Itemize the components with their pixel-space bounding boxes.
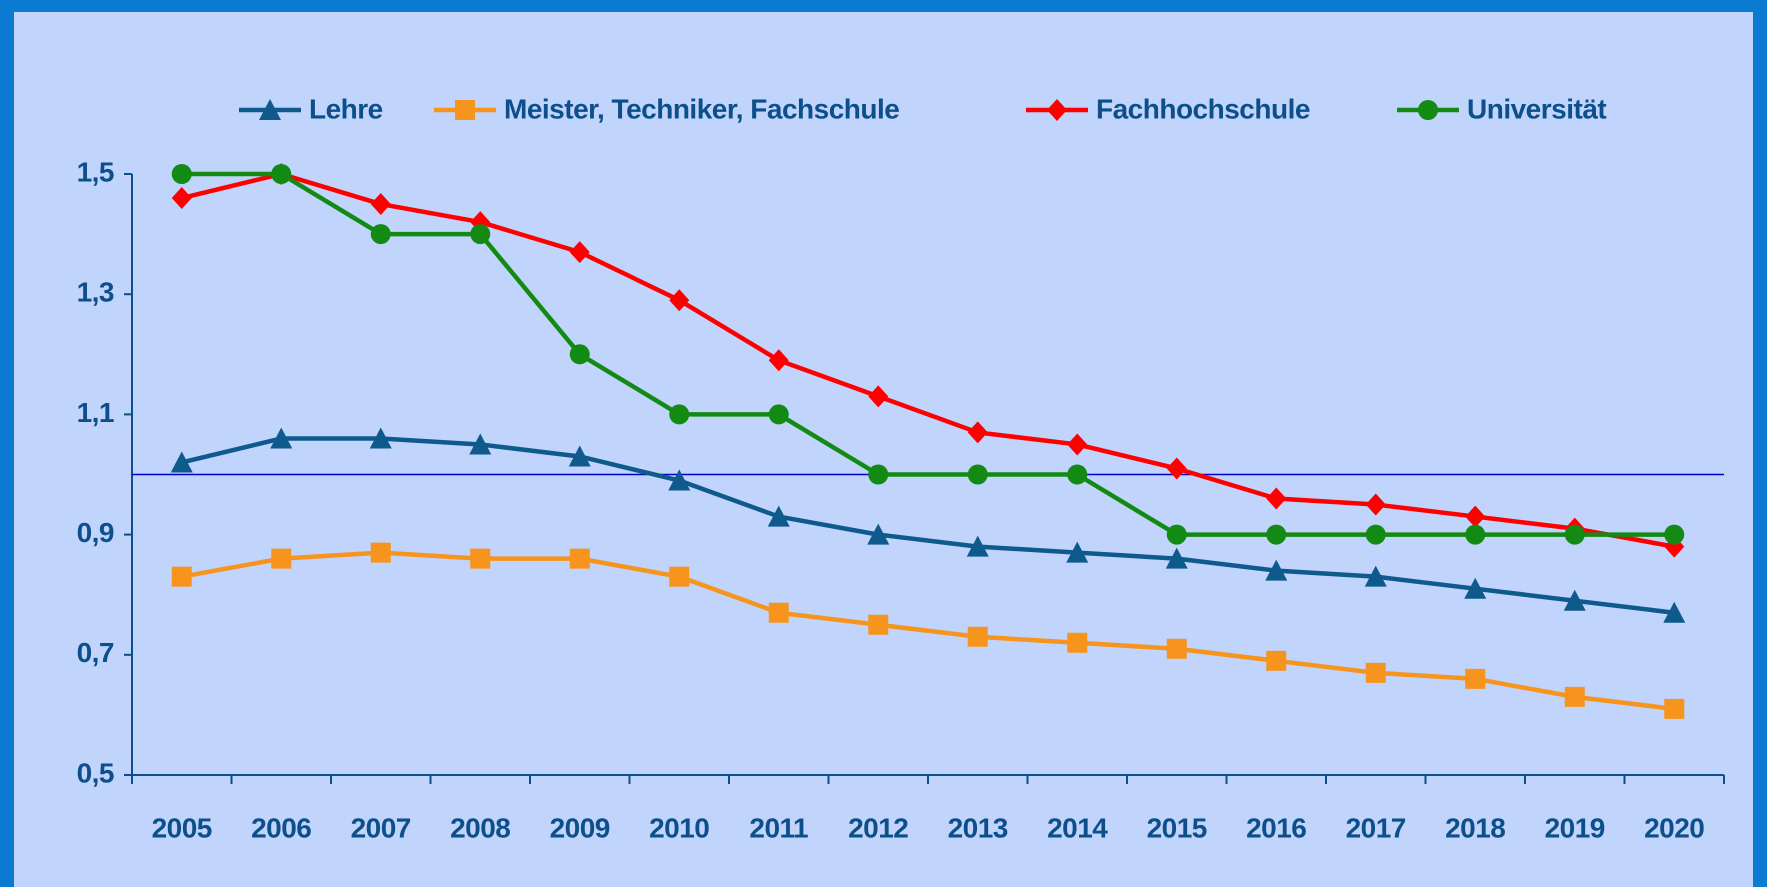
data-point	[470, 224, 491, 245]
y-tick-label: 0,7	[77, 637, 114, 668]
legend-label: Lehre	[309, 93, 383, 124]
x-tick-label: 2019	[1545, 812, 1605, 843]
data-point	[668, 469, 691, 491]
x-tick-label: 2012	[848, 812, 908, 843]
data-point	[370, 193, 391, 216]
data-point	[1067, 464, 1088, 485]
legend-marker	[1047, 99, 1067, 121]
data-point	[669, 289, 690, 312]
data-point	[967, 626, 988, 647]
data-point	[1066, 541, 1089, 563]
legend-label: Fachhochschule	[1096, 93, 1310, 124]
y-tick-label: 1,3	[77, 277, 114, 308]
series-line	[181, 550, 1675, 712]
data-point	[767, 505, 790, 527]
data-point	[370, 542, 391, 563]
data-point	[768, 349, 789, 372]
data-point	[1465, 668, 1486, 689]
legend-label: Meister, Techniker, Fachschule	[504, 93, 899, 124]
x-tick-label: 2016	[1246, 812, 1306, 843]
data-point	[1664, 524, 1685, 545]
data-point	[1465, 505, 1486, 528]
data-point	[171, 164, 192, 184]
data-point	[1663, 601, 1686, 623]
legend-marker	[455, 100, 475, 120]
data-point	[967, 464, 988, 485]
data-point	[1364, 565, 1387, 587]
data-point	[1067, 632, 1088, 653]
x-tick-label: 2018	[1445, 812, 1505, 843]
data-point	[271, 548, 292, 569]
x-tick-label: 2015	[1147, 812, 1207, 843]
x-tick-label: 2005	[152, 812, 212, 843]
x-tick-label: 2009	[550, 812, 610, 843]
x-tick-label: 2007	[351, 812, 411, 843]
data-point	[370, 224, 391, 245]
y-tick-label: 0,5	[77, 757, 114, 788]
data-point	[1564, 524, 1585, 545]
series-line	[181, 171, 1675, 549]
data-point	[170, 451, 193, 473]
data-point	[1166, 457, 1187, 480]
data-point	[469, 433, 492, 455]
data-point	[1464, 577, 1487, 599]
x-tick-label: 2020	[1644, 812, 1704, 843]
data-point	[1365, 493, 1386, 516]
data-point	[867, 523, 890, 545]
data-point	[669, 566, 690, 587]
y-tick-label: 1,1	[77, 397, 114, 428]
data-point	[1365, 662, 1386, 683]
data-point	[1266, 524, 1287, 545]
y-tick-label: 1,5	[77, 156, 114, 187]
x-tick-label: 2006	[251, 812, 311, 843]
data-point	[569, 344, 590, 365]
data-point	[1265, 559, 1288, 581]
series-line	[181, 171, 1675, 537]
x-tick-label: 2011	[749, 812, 808, 843]
data-point	[1067, 433, 1088, 456]
data-point	[768, 602, 789, 623]
y-tick-label: 0,9	[77, 517, 114, 548]
data-point	[1166, 638, 1187, 659]
data-point	[1564, 686, 1585, 707]
legend-marker	[1418, 100, 1438, 120]
data-point	[270, 427, 293, 449]
data-point	[470, 548, 491, 569]
x-tick-label: 2017	[1346, 812, 1406, 843]
legend-label: Universität	[1467, 93, 1606, 124]
data-point	[1563, 589, 1586, 611]
x-tick-label: 2008	[450, 812, 510, 843]
series-line	[181, 436, 1675, 615]
data-point	[669, 404, 690, 425]
data-point	[369, 427, 392, 449]
plot-background	[14, 12, 1753, 887]
data-point	[1165, 547, 1188, 569]
data-point	[868, 464, 889, 485]
data-point	[1266, 650, 1287, 671]
data-point	[966, 535, 989, 557]
data-point	[768, 404, 789, 425]
data-point	[967, 421, 988, 444]
x-tick-label: 2014	[1047, 812, 1108, 843]
x-tick-label: 2013	[948, 812, 1008, 843]
data-point	[1465, 524, 1486, 545]
data-point	[171, 566, 192, 587]
data-point	[868, 614, 889, 635]
data-point	[1365, 524, 1386, 545]
data-point	[569, 241, 590, 264]
data-point	[271, 164, 292, 184]
data-point	[171, 187, 192, 210]
data-point	[569, 548, 590, 569]
data-point	[1664, 698, 1685, 719]
data-point	[568, 445, 591, 467]
data-point	[868, 385, 889, 408]
data-point	[1266, 487, 1287, 510]
data-point	[1166, 524, 1187, 545]
legend-marker	[259, 99, 281, 120]
x-tick-label: 2010	[649, 812, 709, 843]
